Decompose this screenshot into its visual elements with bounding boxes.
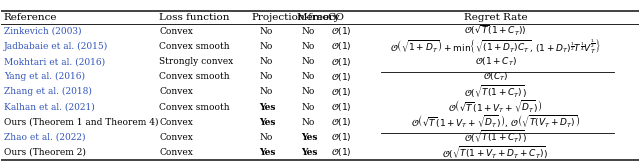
Text: Zhang et al. (2018): Zhang et al. (2018) bbox=[4, 87, 92, 96]
Text: Regret Rate: Regret Rate bbox=[464, 13, 527, 22]
Text: No: No bbox=[259, 87, 273, 96]
Text: No: No bbox=[301, 87, 315, 96]
Text: $\mathcal{O}(\sqrt{T(1+V_T+D_T+C_T)})$: $\mathcal{O}(\sqrt{T(1+V_T+D_T+C_T)})$ bbox=[442, 144, 549, 161]
Text: No: No bbox=[301, 42, 315, 51]
Text: $\mathcal{O}(1)$: $\mathcal{O}(1)$ bbox=[331, 41, 351, 52]
Text: $\mathcal{O}(1)$: $\mathcal{O}(1)$ bbox=[331, 71, 351, 83]
Text: $\mathcal{O}(1)$: $\mathcal{O}(1)$ bbox=[331, 56, 351, 68]
Text: Convex smooth: Convex smooth bbox=[159, 102, 230, 112]
Text: $\mathcal{O}(C_T)$: $\mathcal{O}(C_T)$ bbox=[483, 71, 508, 83]
Text: No: No bbox=[301, 102, 315, 112]
Text: No: No bbox=[259, 133, 273, 142]
Text: Ours (Theorem 2): Ours (Theorem 2) bbox=[4, 148, 86, 157]
Text: $\mathcal{O}(1+C_T)$: $\mathcal{O}(1+C_T)$ bbox=[475, 55, 516, 68]
Text: Zhao et al. (2022): Zhao et al. (2022) bbox=[4, 133, 85, 142]
Text: $\mathcal{O}(1)$: $\mathcal{O}(1)$ bbox=[331, 101, 351, 113]
Text: $\mathcal{O}\left(\sqrt{T}(1+V_T+\sqrt{D_T})\right),\,\mathcal{O}\left(\sqrt{T(V: $\mathcal{O}\left(\sqrt{T}(1+V_T+\sqrt{D… bbox=[411, 114, 580, 131]
Text: Convex: Convex bbox=[159, 133, 193, 142]
Text: Convex: Convex bbox=[159, 87, 193, 96]
Text: $\mathcal{O}(\sqrt{T}(1+C_T))$: $\mathcal{O}(\sqrt{T}(1+C_T))$ bbox=[465, 24, 527, 38]
Text: No: No bbox=[259, 42, 273, 51]
Text: $\mathcal{O}(1)$: $\mathcal{O}(1)$ bbox=[331, 116, 351, 128]
Text: Convex: Convex bbox=[159, 118, 193, 127]
Text: Zinkevich (2003): Zinkevich (2003) bbox=[4, 27, 81, 36]
Text: No: No bbox=[259, 27, 273, 36]
Text: Yes: Yes bbox=[259, 148, 276, 157]
Text: Yes: Yes bbox=[301, 133, 318, 142]
Text: Memory: Memory bbox=[296, 13, 340, 22]
Text: $\mathcal{O}(1)$: $\mathcal{O}(1)$ bbox=[331, 25, 351, 37]
Text: Yes: Yes bbox=[301, 148, 318, 157]
Text: Jadbabaie et al. (2015): Jadbabaie et al. (2015) bbox=[4, 42, 108, 51]
Text: No: No bbox=[301, 57, 315, 66]
Text: No: No bbox=[301, 72, 315, 81]
Text: Loss function: Loss function bbox=[159, 13, 230, 22]
Text: $\mathcal{O}(1)$: $\mathcal{O}(1)$ bbox=[331, 131, 351, 143]
Text: $\mathcal{O}(1)$: $\mathcal{O}(1)$ bbox=[331, 86, 351, 98]
Text: $\mathcal{O}(\sqrt{T(1+C_T)})$: $\mathcal{O}(\sqrt{T(1+C_T)})$ bbox=[464, 84, 527, 100]
Text: Strongly convex: Strongly convex bbox=[159, 57, 234, 66]
Text: Yang et al. (2016): Yang et al. (2016) bbox=[4, 72, 85, 81]
Text: $\mathcal{O}(\sqrt{T(1+C_T)})$: $\mathcal{O}(\sqrt{T(1+C_T)})$ bbox=[464, 129, 527, 145]
Text: Convex smooth: Convex smooth bbox=[159, 42, 230, 51]
Text: Projection-free: Projection-free bbox=[252, 13, 330, 22]
Text: No: No bbox=[259, 57, 273, 66]
Text: $\mathcal{O}\left(\sqrt{T}(1+V_T+\sqrt{D_T})\right)$: $\mathcal{O}\left(\sqrt{T}(1+V_T+\sqrt{D… bbox=[449, 99, 543, 115]
Text: Ours (Theorem 1 and Theorem 4): Ours (Theorem 1 and Theorem 4) bbox=[4, 118, 158, 127]
Text: Convex: Convex bbox=[159, 148, 193, 157]
Text: No: No bbox=[301, 27, 315, 36]
Text: Yes: Yes bbox=[259, 102, 276, 112]
Text: Reference: Reference bbox=[4, 13, 58, 22]
Text: No: No bbox=[301, 118, 315, 127]
Text: Convex smooth: Convex smooth bbox=[159, 72, 230, 81]
Text: Kalhan et al. (2021): Kalhan et al. (2021) bbox=[4, 102, 95, 112]
Text: No: No bbox=[259, 72, 273, 81]
Text: Yes: Yes bbox=[259, 118, 276, 127]
Text: Mokhtari et al. (2016): Mokhtari et al. (2016) bbox=[4, 57, 105, 66]
Text: GO: GO bbox=[328, 13, 345, 22]
Text: $\mathcal{O}(1)$: $\mathcal{O}(1)$ bbox=[331, 146, 351, 158]
Text: Convex: Convex bbox=[159, 27, 193, 36]
Text: $\mathcal{O}\left(\sqrt{1+D_T}\right)+\min\left\{\sqrt{(1+D_T)C_T},\,(1+D_T)^{\f: $\mathcal{O}\left(\sqrt{1+D_T}\right)+\m… bbox=[390, 37, 601, 56]
